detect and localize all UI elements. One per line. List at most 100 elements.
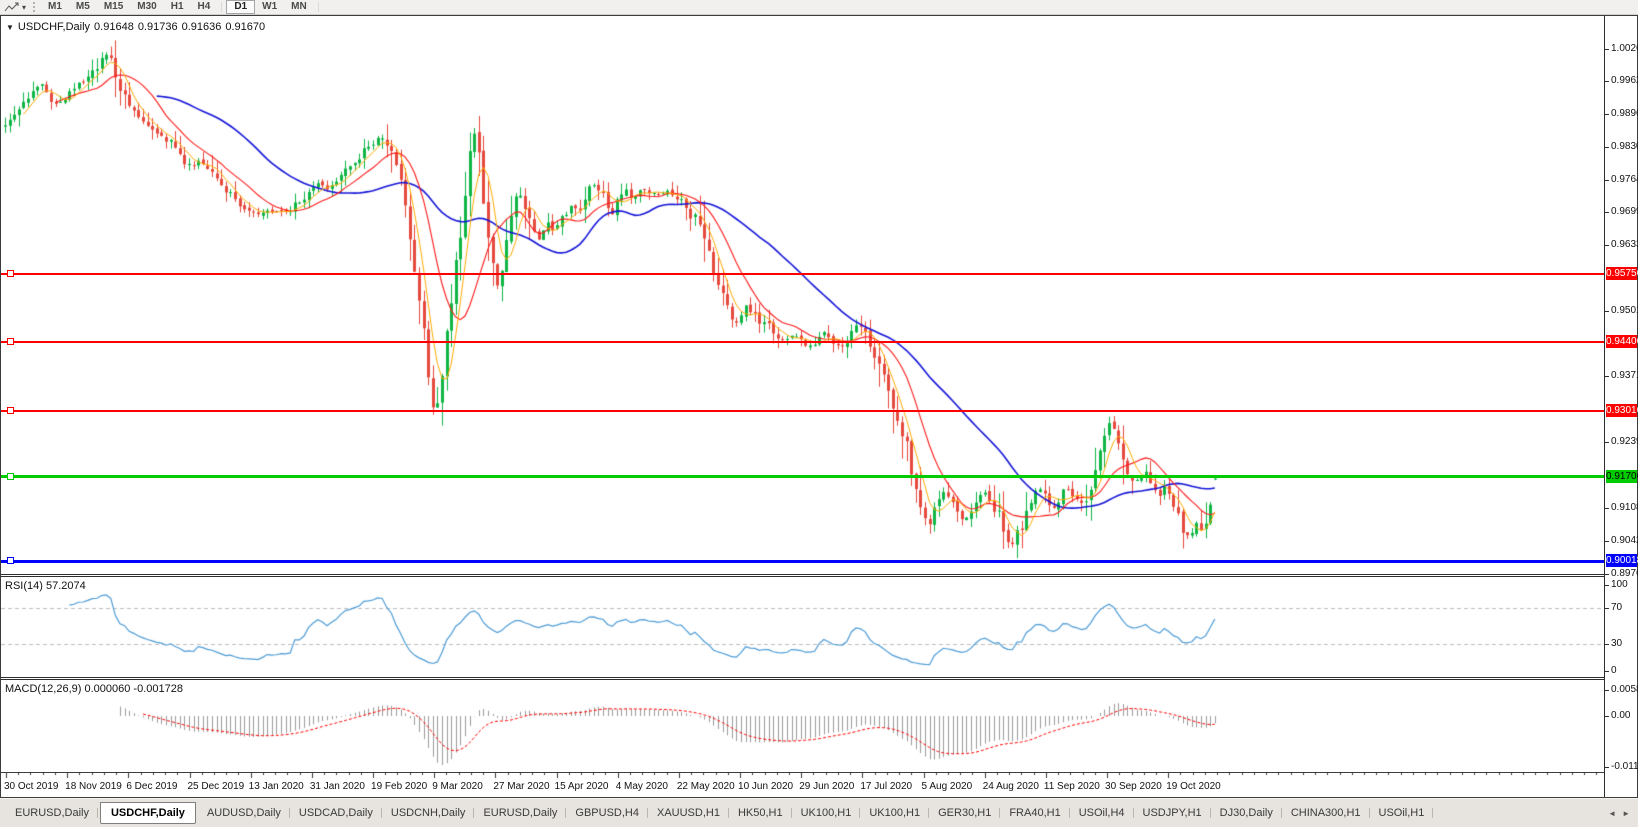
- date-label: 11 Sep 2020: [1043, 781, 1100, 792]
- date-label: 9 Mar 2020: [432, 781, 483, 792]
- price-tick-label: 0.89765: [1605, 568, 1638, 580]
- rsi-chart-canvas: [1, 577, 1604, 677]
- date-label: 22 May 2020: [676, 781, 735, 792]
- tab-china300-h1[interactable]: CHINA300,H1: [1282, 803, 1370, 823]
- timeframe-button-m1[interactable]: M1: [48, 1, 62, 12]
- tab-xauusd-h1[interactable]: XAUUSD,H1: [648, 803, 729, 823]
- date-label: 19 Oct 2020: [1166, 781, 1221, 792]
- tab-fra40-h1[interactable]: FRA40,H1: [1000, 803, 1071, 823]
- horizontal-line-0.95756[interactable]: [1, 273, 1604, 276]
- price-tick-label: 0.97640: [1605, 174, 1638, 186]
- chart-tabs: EURUSD,Daily USDCHF,Daily AUDUSD,Daily USDC…: [6, 802, 1434, 824]
- horizontal-line-0.93016[interactable]: [1, 410, 1604, 413]
- tab-gbpusd-h4[interactable]: GBPUSD,H4: [566, 803, 648, 823]
- timeframe-button-m15[interactable]: M15: [103, 1, 124, 12]
- date-label: 24 Aug 2020: [982, 781, 1039, 792]
- date-label: 30 Sep 2020: [1105, 781, 1162, 792]
- line-anchor-handle[interactable]: [7, 472, 14, 480]
- tab-usdchf-daily[interactable]: USDCHF,Daily: [99, 802, 196, 824]
- time-axis-ticks: [1, 773, 1604, 779]
- toolbar-grip-handle[interactable]: [33, 2, 36, 12]
- price-tick-label: 0.98960: [1605, 108, 1638, 120]
- date-label: 6 Dec 2019: [126, 781, 178, 792]
- price-tick-label: 0.99620: [1605, 75, 1638, 87]
- tabs-scroll-left-button[interactable]: ◄: [1608, 808, 1617, 818]
- collapse-triangle-icon[interactable]: ▼: [6, 23, 14, 32]
- ohlc-low: 0.91636: [181, 21, 222, 33]
- chart-tool-button[interactable]: ▾: [0, 0, 29, 14]
- date-label: 18 Nov 2019: [65, 781, 122, 792]
- time-axis[interactable]: 30 Oct 2019 18 Nov 2019 6 Dec 2019 25 Dec 2…: [1, 772, 1604, 797]
- date-label: 15 Apr 2020: [554, 781, 609, 792]
- hline-price-badge: 0.95756: [1606, 267, 1638, 281]
- horizontal-line-0.91706[interactable]: [1, 475, 1604, 479]
- tab-uk100-h1[interactable]: UK100,H1: [860, 803, 929, 823]
- tabs-scroll-right-button[interactable]: ►: [1622, 808, 1630, 818]
- tab-usoil-h4[interactable]: USOil,H4: [1070, 803, 1134, 823]
- ohlc-high: 0.91736: [137, 21, 178, 33]
- line-anchor-handle[interactable]: [7, 337, 14, 345]
- tab-eurusd-daily[interactable]: EURUSD,Daily: [474, 803, 567, 823]
- tab-usdjpy-h1[interactable]: USDJPY,H1: [1134, 803, 1211, 823]
- tab-eurusd-daily[interactable]: EURUSD,Daily: [6, 803, 98, 823]
- price-tick-label: 0.95015: [1605, 305, 1638, 317]
- date-label: 13 Jan 2020: [248, 781, 304, 792]
- hline-price-badge: 0.93016: [1606, 404, 1638, 418]
- tab-ger30-h1[interactable]: GER30,H1: [929, 803, 1001, 823]
- line-anchor-handle[interactable]: [7, 407, 14, 415]
- date-label: 29 Jun 2020: [799, 781, 855, 792]
- date-label: 31 Jan 2020: [309, 781, 365, 792]
- horizontal-line-0.90018[interactable]: [1, 559, 1604, 563]
- candlestick-chart-canvas[interactable]: [1, 16, 1604, 574]
- timeframe-button-h1[interactable]: H1: [170, 1, 184, 12]
- price-axis-column[interactable]: 1.00265 0.99620 0.98960 0.98300 0.97640 0.969…: [1604, 16, 1638, 797]
- timeframe-button-m5[interactable]: M5: [75, 1, 90, 12]
- line-anchor-handle[interactable]: [7, 270, 14, 278]
- macd-axis-label: 0.005818: [1605, 684, 1638, 696]
- tab-dj30-daily[interactable]: DJ30,Daily: [1211, 803, 1283, 823]
- tab-usdcad-daily[interactable]: USDCAD,Daily: [290, 803, 382, 823]
- chart-draw-tool-icon: [4, 2, 19, 11]
- tab-audusd-daily[interactable]: AUDUSD,Daily: [198, 803, 290, 823]
- timeframe-button-m30[interactable]: M30: [137, 1, 157, 12]
- date-label: 30 Oct 2019: [4, 781, 59, 792]
- rsi-level-label: 0: [1605, 665, 1637, 677]
- price-tick-label: 0.92390: [1605, 436, 1638, 448]
- macd-axis-label: -0.011514: [1605, 761, 1638, 773]
- price-tick-label: 0.90425: [1605, 535, 1638, 547]
- date-label: 25 Dec 2019: [187, 781, 245, 792]
- dropdown-caret-icon: ▾: [22, 2, 27, 12]
- tab-uk100-h1[interactable]: UK100,H1: [792, 803, 861, 823]
- price-tick-label: 1.00265: [1605, 43, 1638, 55]
- rsi-level-label: 30: [1605, 638, 1637, 650]
- chart-panels-column: ▼ USDCHF,Daily 0.91648 0.91736 0.91636 0.9167…: [1, 16, 1604, 797]
- date-label: 17 Jul 2020: [860, 781, 913, 792]
- date-label: 10 Jun 2020: [738, 781, 794, 792]
- price-tick-label: 0.93710: [1605, 370, 1638, 382]
- price-tick-label: 0.98300: [1605, 141, 1638, 153]
- timeframe-button-d1[interactable]: D1: [226, 0, 256, 14]
- panel-splitter[interactable]: [1, 574, 1604, 577]
- rsi-level-label: 100: [1605, 579, 1637, 591]
- rsi-panel: RSI(14) 57.2074: [1, 577, 1604, 677]
- line-anchor-handle[interactable]: [7, 557, 14, 564]
- tab-usdcnh-daily[interactable]: USDCNH,Daily: [382, 803, 475, 823]
- timeframe-button-h4[interactable]: H4: [197, 1, 211, 12]
- panel-splitter[interactable]: [1, 677, 1604, 680]
- timeframe-button-w1[interactable]: W1: [262, 1, 278, 12]
- timeframe-button-mn[interactable]: MN: [291, 1, 307, 12]
- price-tick-label: 0.96335: [1605, 239, 1638, 251]
- tab-scroll-controls: ◄ ►: [1608, 809, 1638, 818]
- ohlc-open: 0.91648: [94, 21, 134, 33]
- hline-price-badge: 0.94406: [1606, 334, 1638, 348]
- chart-window: ▼ USDCHF,Daily 0.91648 0.91736 0.91636 0.9167…: [0, 15, 1638, 798]
- macd-panel: MACD(12,26,9) 0.000060 -0.001728: [1, 680, 1604, 772]
- horizontal-line-0.94406[interactable]: [1, 340, 1604, 343]
- chart-tab-bar: EURUSD,Daily USDCHF,Daily AUDUSD,Daily USDC…: [0, 798, 1638, 827]
- chart-title: ▼ USDCHF,Daily 0.91648 0.91736 0.91636 0.9167…: [6, 21, 269, 33]
- tab-hk50-h1[interactable]: HK50,H1: [729, 803, 792, 823]
- toolbar-separator: [317, 2, 319, 12]
- macd-chart-canvas: [1, 680, 1604, 772]
- tab-usoil-h1[interactable]: USOil,H1: [1370, 803, 1434, 823]
